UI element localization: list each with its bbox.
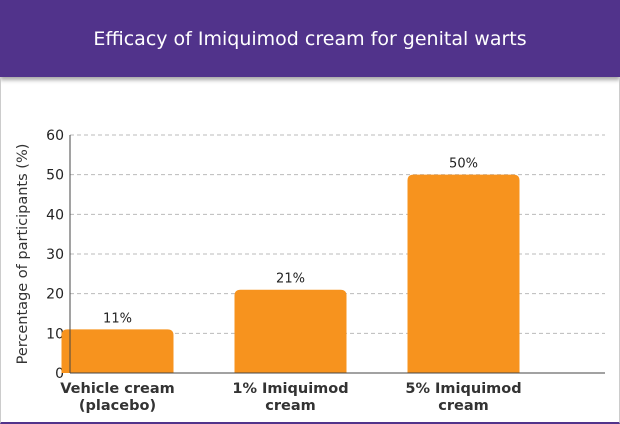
bar	[61, 329, 174, 373]
y-tick-label: 50	[46, 168, 64, 184]
x-tick-label: 1% Imiquimod	[232, 381, 348, 397]
y-axis-label: Percentage of participants (%)	[15, 144, 31, 365]
y-tick-label: 30	[46, 247, 64, 263]
x-tick-label: Vehicle cream	[60, 381, 174, 397]
y-tick-label: 20	[46, 287, 64, 303]
y-tick-label: 60	[46, 128, 64, 144]
y-tick-label: 10	[46, 326, 64, 342]
data-label: 21%	[276, 272, 305, 287]
chart-title: Efficacy of Imiquimod cream for genital …	[0, 0, 620, 77]
bar	[234, 289, 347, 373]
y-tick-label: 40	[46, 207, 64, 223]
data-label: 11%	[103, 311, 132, 326]
x-tick-label: cream	[438, 398, 488, 414]
y-tick-label: 0	[55, 366, 64, 382]
x-tick-label: 5% Imiquimod	[405, 381, 521, 397]
bar	[407, 174, 520, 373]
x-tick-label: cream	[265, 398, 315, 414]
x-tick-label: (placebo)	[79, 398, 156, 414]
data-label: 50%	[449, 157, 478, 172]
